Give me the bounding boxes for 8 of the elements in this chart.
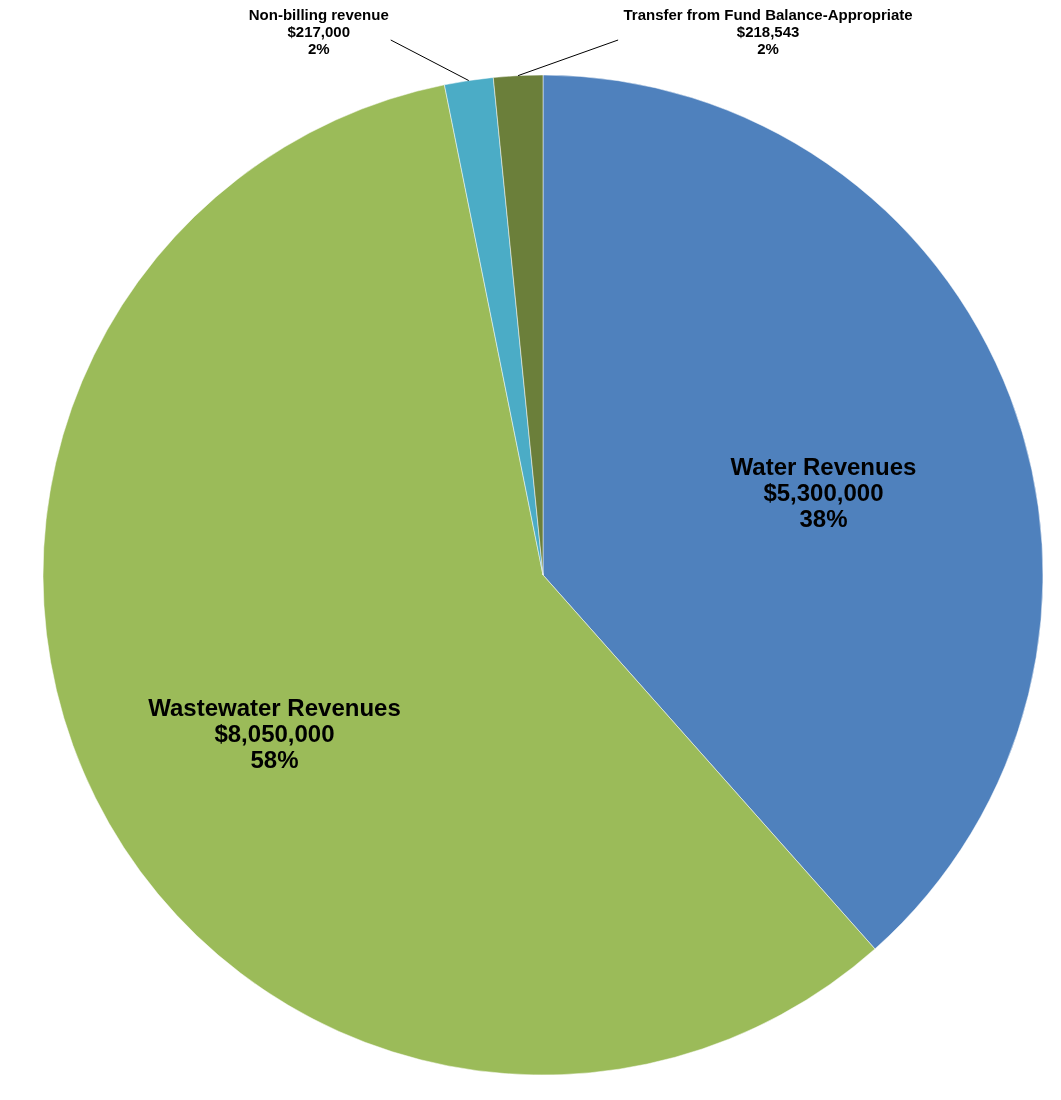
data-label: $8,050,000 58% <box>214 719 335 773</box>
data-label: $217,000 2% <box>287 23 351 57</box>
data-label: $218,543 2% <box>736 23 800 57</box>
slice-label: Wastewater Revenues <box>148 693 401 721</box>
slice-label: Non-billing revenue <box>248 6 389 23</box>
data-label: $5,300,000 38% <box>763 479 884 533</box>
slice-label: Transfer from Fund Balance-Appropriate <box>623 6 913 23</box>
slice-label: Water Revenues <box>730 453 917 481</box>
